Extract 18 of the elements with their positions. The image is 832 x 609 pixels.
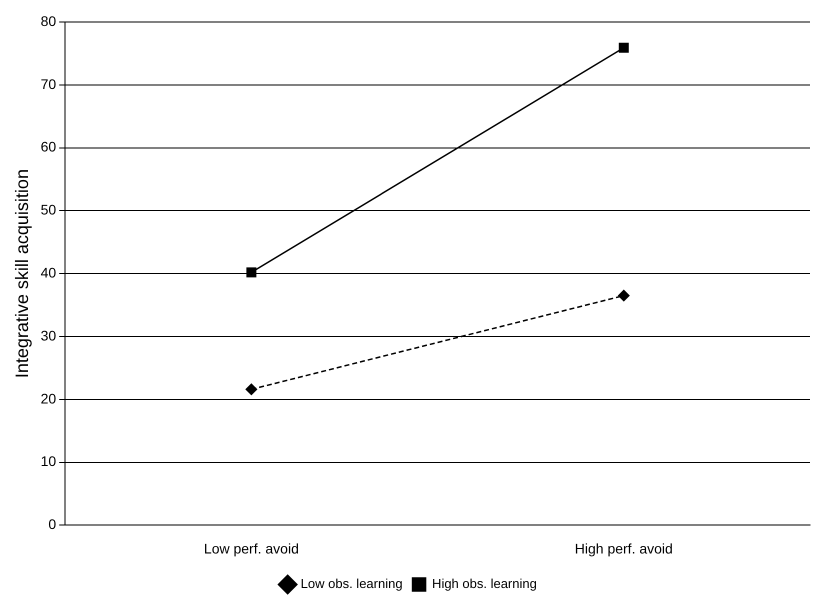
legend-label: High obs. learning xyxy=(432,576,537,592)
y-tick-label: 10 xyxy=(40,453,56,470)
point xyxy=(618,42,629,53)
point xyxy=(246,384,258,396)
y-tick-label: 20 xyxy=(40,390,56,406)
y-tick-label: 50 xyxy=(40,202,56,218)
x-tick-label: High perf. avoid xyxy=(574,540,673,556)
y-tick-label: 60 xyxy=(40,138,56,155)
y-tick-label: 40 xyxy=(40,264,56,280)
y-tick-label: 30 xyxy=(40,327,56,344)
y-tick-label: 0 xyxy=(48,516,56,532)
x-tick-label: Low perf. avoid xyxy=(204,540,299,556)
point xyxy=(246,267,256,278)
y-tick-label: 80 xyxy=(40,12,56,29)
point xyxy=(618,290,630,302)
y-tick-label: 70 xyxy=(40,76,56,92)
y-axis-title: Integrative skill acquisition xyxy=(12,169,32,378)
legend-label: Low obs. learning xyxy=(300,576,403,592)
